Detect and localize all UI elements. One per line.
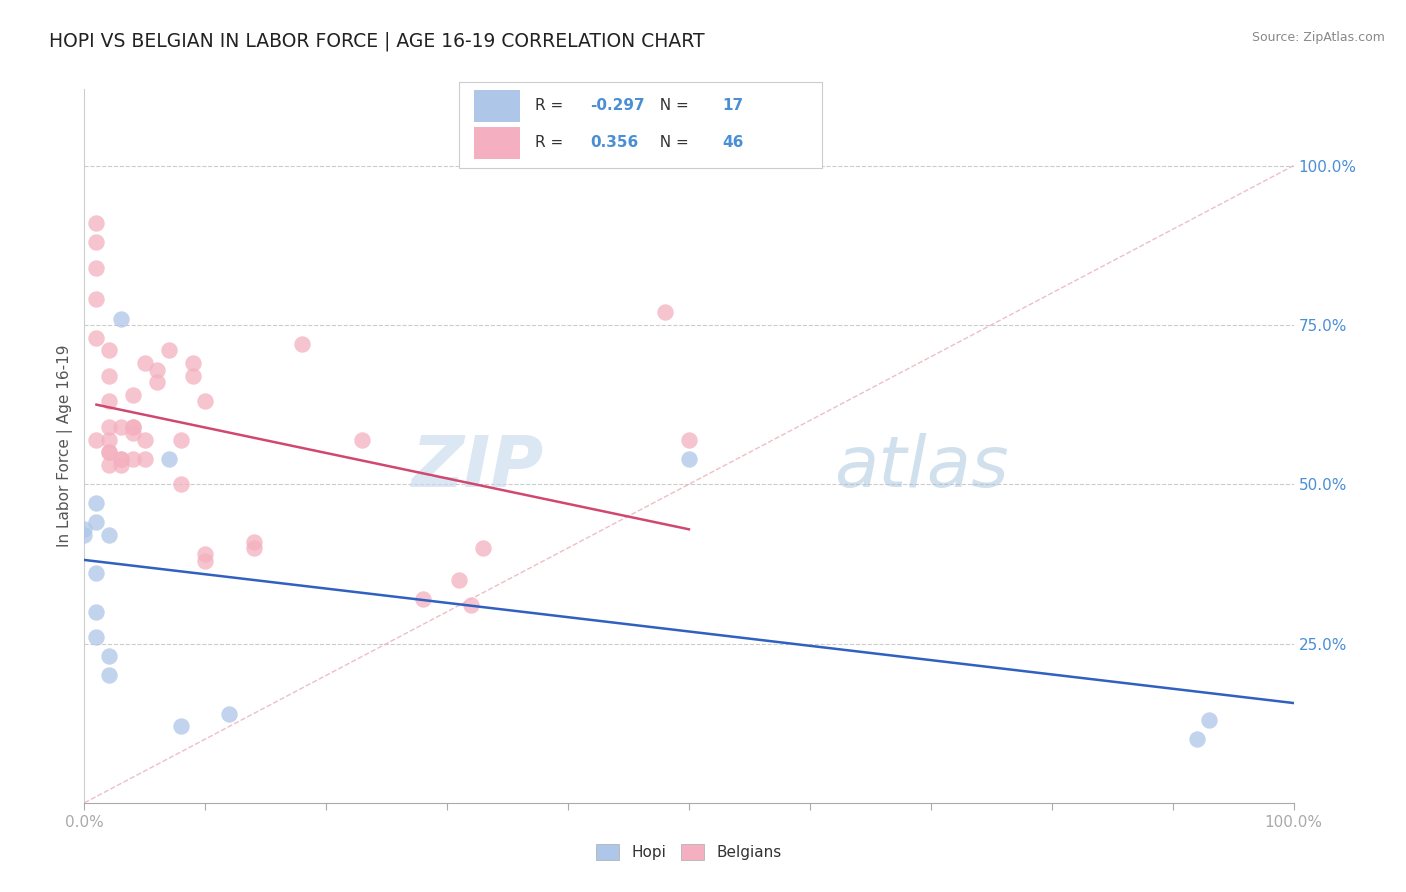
Point: [110, 451, 132, 466]
Point: [73, 522, 96, 536]
FancyBboxPatch shape: [460, 82, 823, 168]
Point: [181, 356, 204, 370]
Point: [146, 376, 169, 390]
Point: [86, 605, 108, 619]
Point: [194, 547, 217, 561]
Point: [110, 458, 132, 472]
Text: R =: R =: [536, 136, 574, 150]
Point: [86, 566, 108, 581]
Point: [678, 433, 700, 447]
Point: [181, 368, 204, 383]
Point: [678, 451, 700, 466]
Point: [242, 541, 264, 555]
Text: 17: 17: [723, 98, 744, 113]
Point: [97, 433, 120, 447]
Text: N =: N =: [650, 136, 695, 150]
Point: [121, 451, 143, 466]
Text: atlas: atlas: [834, 433, 1008, 502]
Point: [110, 420, 132, 434]
Point: [352, 433, 374, 447]
Point: [86, 630, 108, 644]
Text: -0.297: -0.297: [589, 98, 644, 113]
FancyBboxPatch shape: [474, 127, 520, 159]
Point: [218, 706, 240, 721]
Point: [157, 343, 180, 358]
Point: [291, 337, 314, 351]
Point: [460, 599, 482, 613]
Point: [97, 368, 120, 383]
Point: [121, 420, 143, 434]
Point: [472, 541, 495, 555]
Point: [121, 420, 143, 434]
Y-axis label: In Labor Force | Age 16-19: In Labor Force | Age 16-19: [58, 344, 73, 548]
FancyBboxPatch shape: [474, 89, 520, 121]
Text: 46: 46: [723, 136, 744, 150]
Point: [134, 433, 156, 447]
Point: [86, 496, 108, 510]
Point: [97, 445, 120, 459]
Point: [97, 668, 120, 682]
Text: ZIP: ZIP: [412, 433, 544, 502]
Point: [97, 528, 120, 542]
Point: [97, 420, 120, 434]
Point: [86, 516, 108, 530]
Point: [134, 451, 156, 466]
Point: [110, 311, 132, 326]
Point: [194, 394, 217, 409]
Point: [86, 216, 108, 230]
Point: [86, 433, 108, 447]
Point: [157, 451, 180, 466]
Point: [97, 394, 120, 409]
Point: [170, 719, 193, 733]
Point: [412, 591, 434, 606]
Point: [86, 293, 108, 307]
Point: [97, 649, 120, 664]
Point: [242, 534, 264, 549]
Point: [73, 528, 96, 542]
Text: R =: R =: [536, 98, 568, 113]
Point: [170, 477, 193, 491]
Text: HOPI VS BELGIAN IN LABOR FORCE | AGE 16-19 CORRELATION CHART: HOPI VS BELGIAN IN LABOR FORCE | AGE 16-…: [49, 31, 704, 51]
Point: [97, 445, 120, 459]
Point: [1198, 713, 1220, 727]
Point: [121, 426, 143, 441]
Point: [194, 554, 217, 568]
Text: Source: ZipAtlas.com: Source: ZipAtlas.com: [1251, 31, 1385, 45]
Point: [170, 433, 193, 447]
Point: [86, 260, 108, 275]
Point: [86, 331, 108, 345]
Legend: Hopi, Belgians: Hopi, Belgians: [591, 838, 787, 866]
Text: 0.356: 0.356: [589, 136, 638, 150]
Point: [110, 451, 132, 466]
Point: [97, 343, 120, 358]
Text: N =: N =: [650, 98, 695, 113]
Point: [654, 305, 676, 319]
Point: [449, 573, 471, 587]
Point: [121, 388, 143, 402]
Point: [1185, 732, 1208, 747]
Point: [134, 356, 156, 370]
Point: [97, 458, 120, 472]
Point: [86, 235, 108, 249]
Point: [146, 362, 169, 376]
